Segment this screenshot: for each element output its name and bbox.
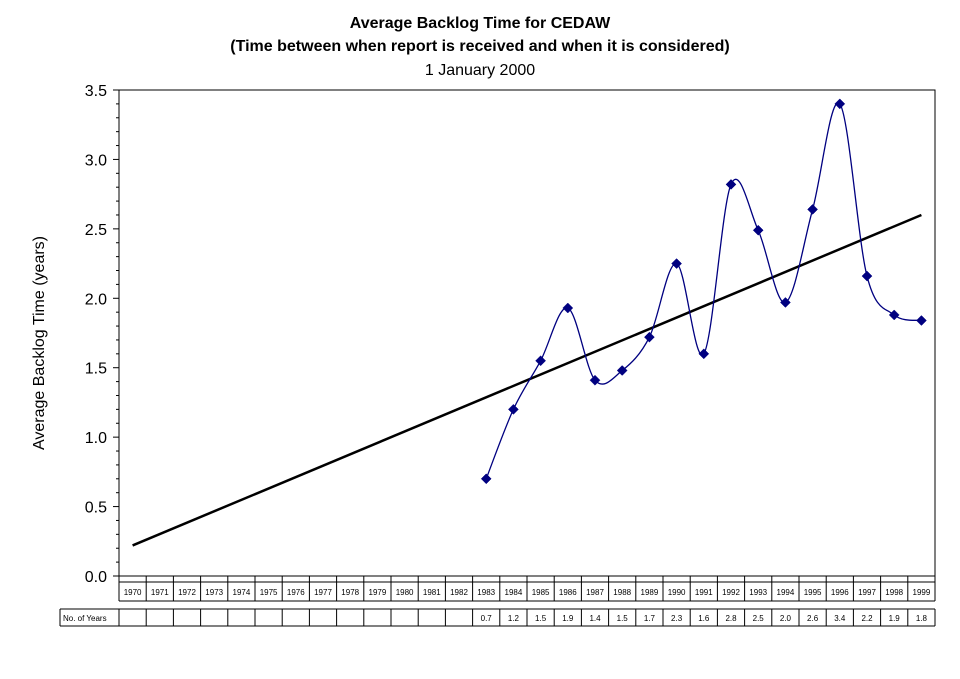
x-tick-label: 1991: [695, 588, 713, 597]
x-tick-label: 1999: [913, 588, 931, 597]
data-point: [480, 473, 492, 485]
table-cell: 1.4: [589, 614, 601, 623]
table-cell: 1.5: [617, 614, 629, 623]
table-row-label: No. of Years: [63, 614, 107, 623]
y-tick-label: 0.5: [85, 500, 107, 517]
x-tick-label: 1981: [423, 588, 441, 597]
x-tick-label: 1974: [233, 588, 251, 597]
y-tick-label: 3.5: [85, 83, 107, 100]
x-tick-label: 1982: [450, 588, 468, 597]
x-tick-label: 1972: [178, 588, 196, 597]
x-tick-label: 1985: [532, 588, 550, 597]
data-point: [725, 179, 737, 190]
y-tick-label: 3.0: [85, 152, 107, 169]
data-point: [807, 204, 818, 215]
x-tick-label: 1993: [749, 588, 767, 597]
chart-subtitle: (Time between when report is received an…: [230, 38, 730, 55]
x-tick-label: 1975: [260, 588, 278, 597]
table-cell: 2.2: [861, 614, 873, 623]
x-tick-label: 1977: [314, 588, 332, 597]
data-point: [752, 224, 764, 236]
table-cell: 3.4: [834, 614, 846, 623]
table-cell: 1.6: [698, 614, 710, 623]
table-cell: 1.8: [916, 614, 928, 623]
data-point: [698, 348, 710, 360]
data-point: [589, 374, 601, 386]
table-cell: 1.5: [535, 614, 547, 623]
data-point: [671, 258, 682, 269]
data-point: [644, 331, 655, 343]
table-cell: 1.7: [644, 614, 656, 623]
x-tick-label: 1992: [722, 588, 740, 597]
x-tick-label: 1997: [858, 588, 876, 597]
y-tick-label: 2.0: [85, 291, 107, 308]
y-tick-label: 1.5: [85, 361, 107, 378]
x-tick-label: 1980: [396, 588, 414, 597]
x-tick-label: 1995: [804, 588, 822, 597]
plot-area: [118, 89, 936, 577]
data-point: [535, 355, 546, 367]
chart-date: 1 January 2000: [424, 62, 536, 79]
y-tick-label: 2.5: [85, 222, 107, 239]
data-point: [861, 270, 873, 282]
table-cell: 2.8: [725, 614, 737, 623]
x-tick-label: 1970: [124, 588, 142, 597]
x-tick-label: 1996: [831, 588, 849, 597]
data-point: [916, 315, 927, 326]
data-point: [508, 404, 519, 415]
data-point: [834, 98, 846, 110]
x-tick-label: 1971: [151, 588, 169, 597]
table-cell: 0.7: [481, 614, 493, 623]
series-line: [485, 102, 922, 480]
table-cell: 2.3: [671, 614, 683, 623]
y-tick-label: 0.0: [85, 569, 107, 586]
data-point: [562, 302, 574, 314]
data-point: [616, 365, 628, 376]
x-tick-label: 1990: [668, 588, 686, 597]
y-axis-label: Average Backlog Time (years): [31, 236, 48, 450]
table-cell: 2.5: [753, 614, 765, 623]
y-tick-label: 1.0: [85, 430, 107, 447]
x-tick-label: 1994: [777, 588, 795, 597]
table-cell: 1.2: [508, 614, 520, 623]
trend-line: [132, 213, 922, 547]
table-cell: 1.9: [889, 614, 901, 623]
x-tick-label: 1986: [559, 588, 577, 597]
table-cell: 2.6: [807, 614, 819, 623]
data-point: [888, 309, 900, 321]
x-tick-label: 1988: [613, 588, 631, 597]
x-tick-label: 1976: [287, 588, 305, 597]
x-tick-label: 1978: [341, 588, 359, 597]
x-tick-label: 1979: [369, 588, 387, 597]
x-tick-label: 1973: [205, 588, 223, 597]
x-tick-label: 1984: [505, 588, 523, 597]
x-tick-label: 1989: [641, 588, 659, 597]
x-tick-label: 1998: [885, 588, 903, 597]
data-point: [780, 297, 791, 308]
x-tick-label: 1983: [477, 588, 495, 597]
x-tick-label: 1987: [586, 588, 604, 597]
chart-title: Average Backlog Time for CEDAW: [349, 15, 611, 32]
table-cell: 1.9: [562, 614, 574, 623]
table-cell: 2.0: [780, 614, 792, 623]
